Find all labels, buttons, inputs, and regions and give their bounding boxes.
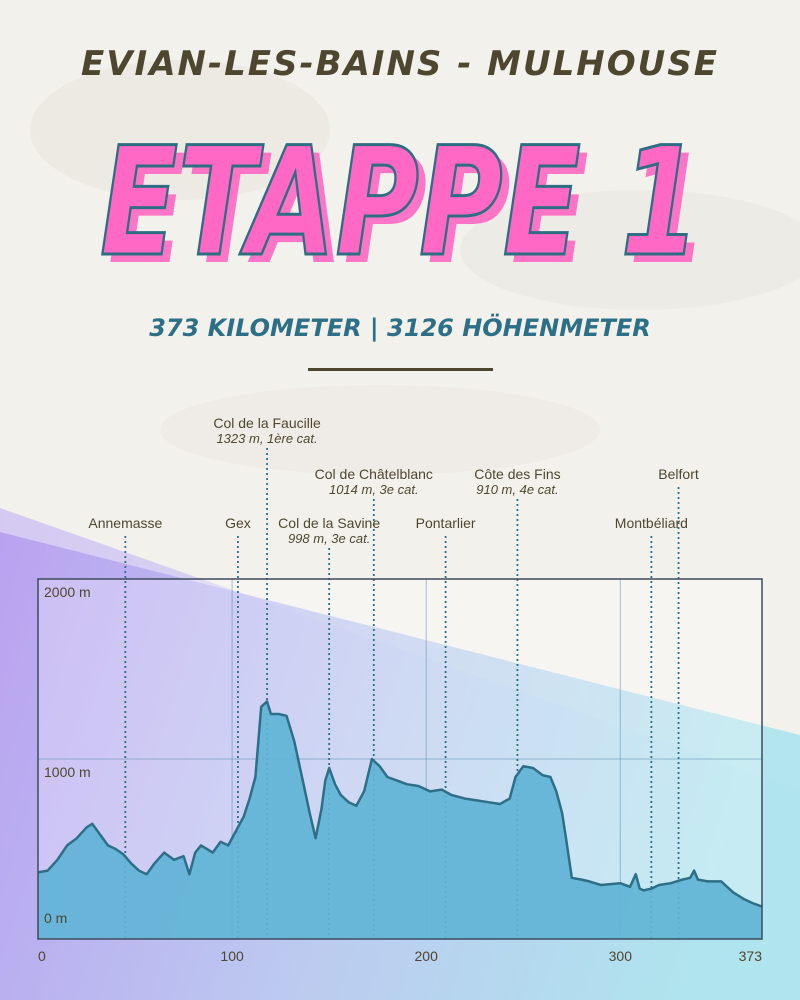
plot-frame xyxy=(37,578,763,940)
y-tick-label: 2000 m xyxy=(44,584,91,600)
location-label: Col de Châtelblanc xyxy=(315,466,433,482)
x-tick-label: 100 xyxy=(220,948,244,964)
climb-detail: 1323 m, 1ère cat. xyxy=(216,431,317,446)
location-label: Côte des Fins xyxy=(474,466,560,482)
stage-title: ETAPPE 1 ETAPPE 1 xyxy=(99,115,709,291)
location-label: Gex xyxy=(225,515,251,531)
stage-title-shadow: ETAPPE 1 xyxy=(108,124,708,290)
location-label: Annemasse xyxy=(88,515,162,531)
route-title: EVIAN-LES-BAINS - MULHOUSE xyxy=(81,44,719,84)
location-label: Col de la Faucille xyxy=(213,415,321,431)
y-tick-label: 0 m xyxy=(44,910,67,926)
divider xyxy=(308,368,493,371)
stage-title-text: ETAPPE 1 xyxy=(100,116,700,290)
x-tick-label: 0 xyxy=(38,948,46,964)
x-tick-label: 373 xyxy=(739,948,763,964)
location-label: Col de la Savine xyxy=(278,515,380,531)
location-label: Belfort xyxy=(658,466,699,482)
climb-detail: 910 m, 4e cat. xyxy=(476,482,558,497)
y-tick-label: 1000 m xyxy=(44,764,91,780)
location-label: Pontarlier xyxy=(416,515,476,531)
x-tick-label: 300 xyxy=(609,948,633,964)
x-tick-label: 200 xyxy=(415,948,439,964)
stage-stats: 373 KILOMETER | 3126 HÖHENMETER xyxy=(149,314,651,342)
climb-detail: 998 m, 3e cat. xyxy=(288,531,370,546)
climb-detail: 1014 m, 3e cat. xyxy=(329,482,419,497)
elevation-line xyxy=(37,700,763,908)
location-label: Montbéliard xyxy=(615,515,688,531)
